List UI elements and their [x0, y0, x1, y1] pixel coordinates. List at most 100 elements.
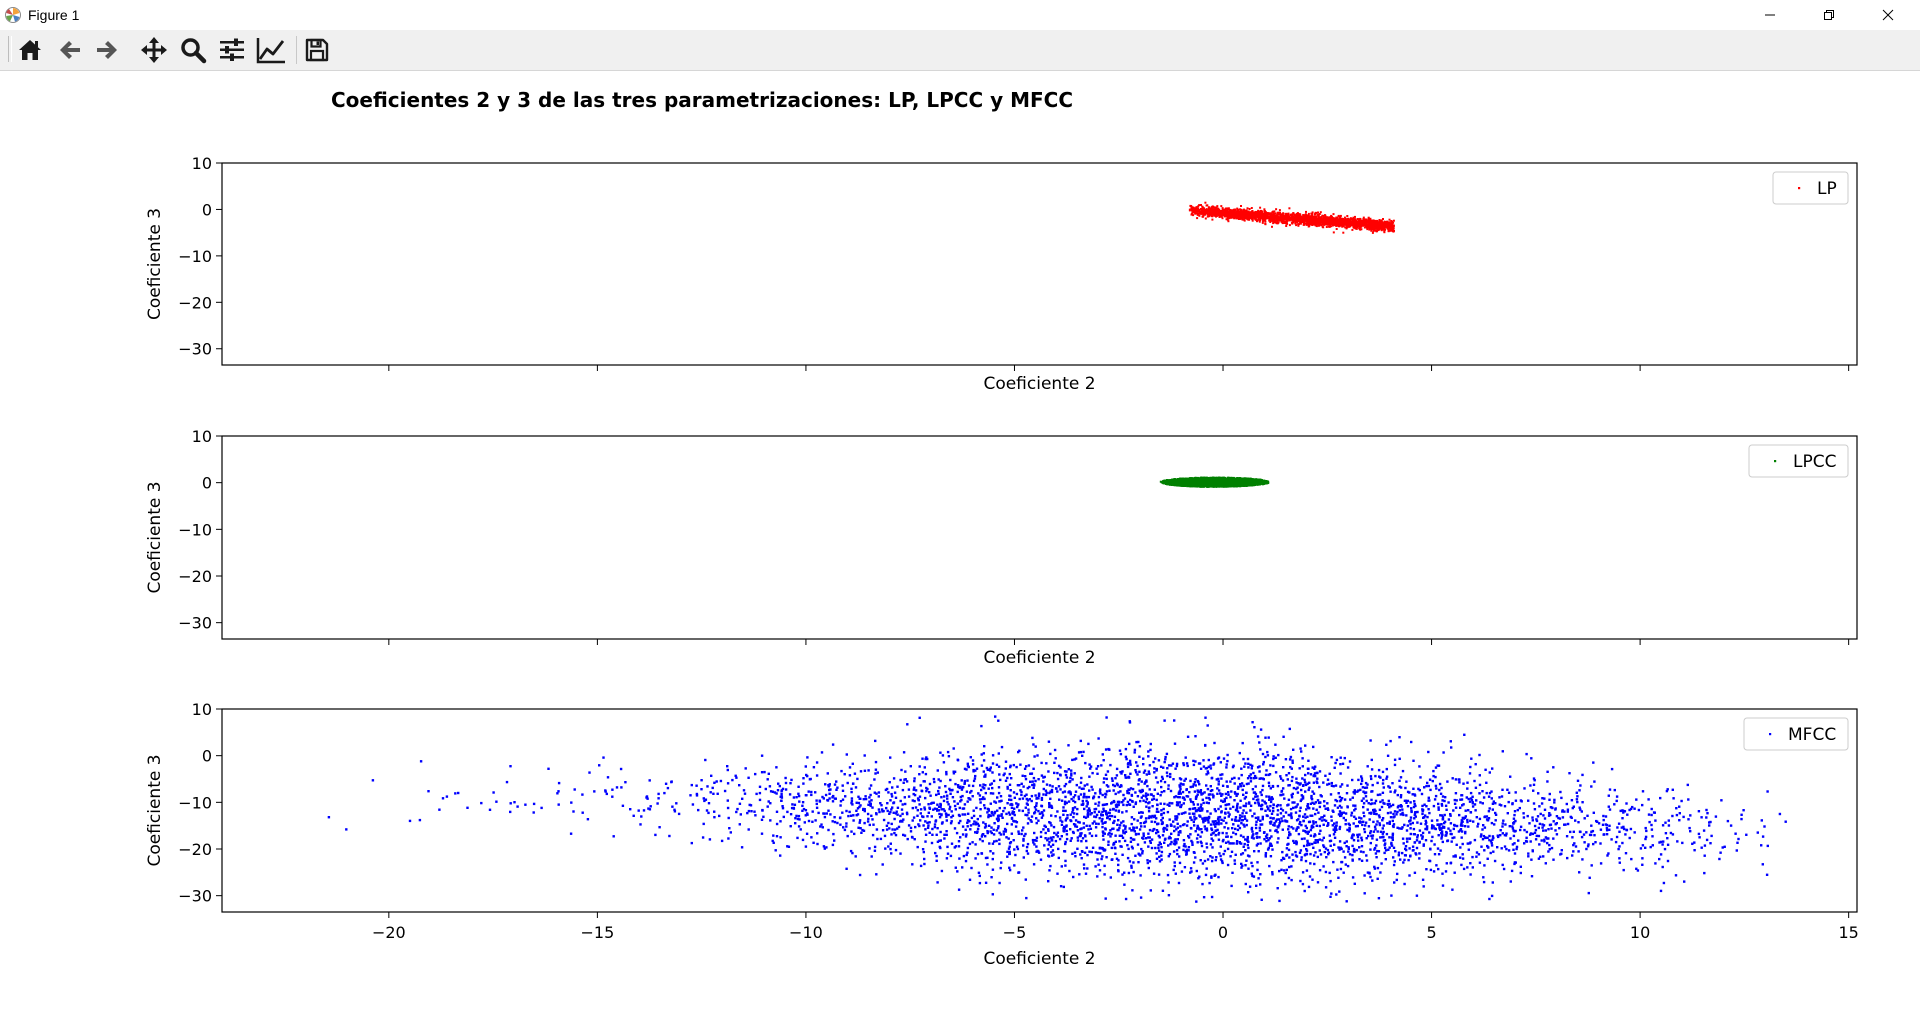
scatter-point [1341, 225, 1344, 228]
scatter-point [1393, 229, 1395, 232]
scatter-point [1204, 476, 1207, 479]
scatter-point [1354, 224, 1357, 227]
scatter-point [1383, 230, 1386, 233]
scatter-point [1215, 209, 1218, 212]
scatter-point [1259, 211, 1262, 214]
scatter-point [1302, 216, 1305, 219]
scatter-point [1262, 212, 1265, 215]
scatter-point [1312, 221, 1315, 224]
scatter-point [1252, 212, 1255, 215]
scatter-point [1301, 220, 1304, 223]
scatter-point [1387, 221, 1390, 224]
scatter-point [1314, 211, 1317, 214]
scatter-point [1295, 224, 1298, 227]
scatter-point [1367, 221, 1370, 224]
scatter-point [1326, 222, 1329, 224]
scatter-point [1327, 225, 1330, 228]
scatter-point [1296, 215, 1299, 218]
scatter-point [1280, 216, 1283, 219]
scatter-point [1387, 224, 1390, 227]
home-button[interactable] [14, 34, 46, 66]
scatter-point [1214, 208, 1217, 211]
scatter-point [1330, 222, 1333, 224]
scatter-point [1297, 218, 1300, 221]
pan-button[interactable] [138, 34, 170, 66]
scatter-point [1323, 222, 1326, 224]
scatter-point [1339, 224, 1342, 227]
scatter-point [1307, 223, 1310, 226]
scatter-point [1355, 225, 1358, 228]
scatter-point [1353, 221, 1356, 224]
scatter-point [1267, 216, 1270, 219]
scatter-point [1161, 480, 1164, 483]
scatter-point [1383, 228, 1386, 230]
scatter-point [1179, 480, 1182, 483]
scatter-point [1278, 217, 1281, 220]
scatter-point [1294, 222, 1297, 225]
scatter-point [1244, 213, 1247, 216]
scatter-point [1263, 219, 1266, 222]
scatter-point [1362, 218, 1365, 221]
scatter-point [1304, 213, 1307, 216]
scatter-point [1243, 209, 1245, 212]
scatter-point [1235, 211, 1238, 214]
scatter-point [1344, 218, 1346, 221]
scatter-point [1294, 215, 1297, 218]
scatter-point [1375, 224, 1378, 226]
scatter-point [1227, 211, 1230, 214]
forward-button[interactable] [91, 34, 123, 66]
zoom-button[interactable] [177, 34, 209, 66]
scatter-point [1230, 216, 1233, 219]
scatter-point [1297, 216, 1300, 219]
scatter-point [1231, 484, 1233, 487]
configure-subplots-button[interactable] [216, 34, 248, 66]
edit-axis-button[interactable] [255, 34, 287, 66]
scatter-point [1375, 222, 1378, 225]
scatter-point [1198, 477, 1200, 480]
scatter-point [1384, 222, 1387, 225]
scatter-point [1245, 217, 1248, 220]
scatter-point [1388, 218, 1391, 221]
scatter-point [1215, 208, 1218, 211]
scatter-point [1276, 222, 1279, 225]
scatter-point [1196, 212, 1199, 215]
scatter-point [1337, 223, 1340, 225]
scatter-point [1299, 218, 1302, 221]
scatter-point [1250, 215, 1253, 217]
scatter-point [1337, 218, 1340, 221]
scatter-point [1334, 221, 1337, 224]
restore-button[interactable] [1800, 0, 1858, 30]
scatter-point [1293, 217, 1296, 220]
scatter-point [1345, 227, 1348, 230]
scatter-point [1354, 227, 1357, 230]
minimize-button[interactable] [1741, 0, 1799, 30]
scatter-point [1331, 217, 1334, 219]
scatter-point [1206, 215, 1209, 218]
arrow-left-icon [60, 41, 80, 59]
scatter-point [1204, 201, 1207, 204]
close-button[interactable] [1859, 0, 1917, 30]
scatter-point [1391, 222, 1394, 225]
scatter-point [1243, 211, 1246, 214]
figure-canvas[interactable]: Coeficientes 2 y 3 de las tres parametri… [0, 71, 1920, 1030]
scatter-point [1352, 216, 1355, 219]
scatter-point [1257, 214, 1260, 217]
scatter-point [1351, 224, 1354, 227]
save-button[interactable] [301, 34, 333, 66]
legend: LP [1772, 171, 1849, 205]
scatter-point [1369, 217, 1372, 220]
scatter-point [1194, 485, 1197, 488]
scatter-point [1273, 210, 1276, 213]
scatter-point [1326, 223, 1329, 226]
back-button[interactable] [54, 34, 86, 66]
scatter-point [1370, 229, 1373, 232]
scatter-point [1376, 229, 1378, 232]
scatter-point [1232, 213, 1235, 216]
scatter-point [1281, 212, 1284, 215]
scatter-point [1307, 225, 1310, 228]
scatter-point [1342, 220, 1345, 223]
scatter-point [1342, 221, 1345, 224]
scatter-point [1372, 229, 1375, 231]
